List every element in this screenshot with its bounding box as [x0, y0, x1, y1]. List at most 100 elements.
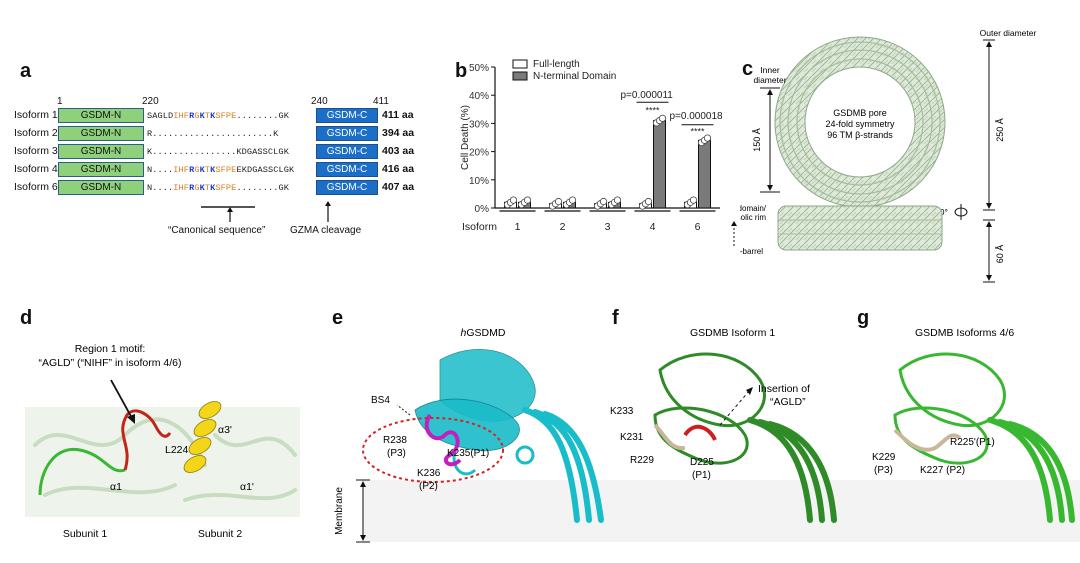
y-tick-label: 20%: [469, 148, 489, 159]
membrane-band: [362, 480, 1080, 542]
k236-p2: (P2): [419, 481, 438, 492]
sequence: N....IHFRGKTKSFPE........GK: [147, 183, 290, 193]
replicate-point: [599, 197, 608, 206]
gsdm-n-bar: GSDM-N: [58, 144, 144, 159]
legend-swatch: [512, 71, 528, 81]
panel-e: hGSDMD BS4 R238 (P3) K235(P1) K236 (P2): [362, 327, 604, 523]
y-tick-label: 10%: [469, 176, 489, 187]
panel-g: GSDMB Isoforms 4/6 R225'(P1) K229 (P3) K…: [872, 327, 1075, 523]
sequence: SAGLDIHFRGKTKSFPE........GK: [147, 111, 290, 121]
insertion-label-2: “AGLD”: [770, 396, 806, 408]
ruler-411: 411: [373, 96, 389, 107]
legend-label: Full-length: [533, 59, 580, 70]
replicate-point: [523, 196, 532, 204]
legend-swatch: [512, 59, 528, 69]
hgsdmd-title: hGSDMD: [461, 327, 506, 339]
pore-side-view: [777, 205, 943, 251]
sequence: N....IHFRGKTKSFPEEKDGASSCLGK: [147, 165, 295, 175]
r229-label: R229: [630, 455, 654, 466]
alpha1-label: α1: [110, 481, 122, 493]
ruler-1: 1: [57, 96, 63, 107]
k235-label: K235(P1): [447, 448, 489, 459]
x-tick-label: 2: [560, 221, 566, 233]
globular-arrow: [731, 221, 737, 246]
panel-label-b: b: [455, 60, 468, 82]
membrane-scale: Membrane: [334, 479, 370, 543]
bs4-region: [424, 413, 462, 467]
panel-label-g: g: [857, 307, 870, 329]
replicate-point: [689, 196, 698, 204]
k231-label: K231: [620, 432, 644, 443]
panel-f: GSDMB Isoform 1 Insertion of “AGLD” K233…: [610, 327, 837, 523]
agld-motif: [121, 409, 172, 471]
l224-label: L224: [165, 444, 189, 456]
panel-label-a: a: [20, 60, 32, 82]
isoform-label: Isoform 3: [14, 145, 58, 157]
ruler-220: 220: [142, 96, 159, 107]
subunit-1-label: Subunit 1: [63, 528, 108, 540]
pore-symmetry: 24-fold symmetry: [825, 119, 895, 129]
panel-label-f: f: [612, 307, 619, 329]
isoform1-title: GSDMB Isoform 1: [690, 327, 775, 339]
r238-p3: (P3): [387, 448, 406, 459]
d225-p1: (P1): [692, 470, 711, 481]
aa-length: 416 aa: [382, 163, 415, 175]
gsdm-c-bar: GSDM-C: [316, 180, 378, 195]
x-tick-label: 4: [650, 221, 656, 233]
alpha3-helix: [183, 401, 222, 473]
replicate-point: [613, 196, 622, 204]
x-tick-label: 1: [515, 221, 521, 233]
pore-strands: 96 TM β-strands: [827, 130, 893, 140]
x-tick-label: 6: [695, 221, 701, 233]
k236-label: K236: [417, 468, 441, 479]
alpha1p-label: α1': [240, 481, 254, 493]
outer-diameter-label: Outer diameter: [980, 28, 1037, 38]
y-tick-label: 0%: [475, 204, 490, 215]
x-tick-label: 3: [605, 221, 611, 233]
inner-diameter-2: diameter: [753, 75, 786, 85]
gsdm-n-bar: GSDM-N: [58, 108, 144, 123]
replicate-point: [568, 196, 577, 204]
panel-d: Region 1 motif: “AGLD” (“NIHF” in isofor…: [25, 343, 300, 540]
panel-label-d: d: [20, 307, 33, 329]
aa-length: 411 aa: [382, 109, 414, 121]
motif-detail: “AGLD” (“NIHF” in isoform 4/6): [39, 357, 182, 369]
replicate-point: [554, 197, 563, 206]
r225-label: R225'(P1): [950, 437, 995, 448]
d150-label: 150 Å: [752, 128, 762, 152]
inner-diameter-1: Inner: [760, 65, 780, 75]
barrel-label: β-barrel: [740, 247, 763, 256]
legend-label: N-terminal Domain: [533, 71, 616, 82]
agld-insert: [683, 424, 717, 441]
motif-title: Region 1 motif:: [75, 343, 146, 355]
p-value-label: p=0.000011: [621, 90, 674, 101]
isoform-label: Isoform 1: [14, 109, 58, 121]
bs4-label: BS4: [371, 395, 390, 406]
isoform1-structure: [653, 352, 766, 465]
replicate-point: [703, 134, 712, 142]
canonical-label: “Canonical sequence”: [168, 225, 266, 236]
stars-label: ****: [690, 127, 705, 137]
alpha3-label: α3': [218, 424, 232, 436]
isoform-label: Isoform 4: [14, 163, 58, 175]
isoform-label: Isoform 6: [14, 181, 58, 193]
y-tick-label: 50%: [469, 63, 489, 74]
aa-length: 394 aa: [382, 127, 415, 139]
y-tick-label: 30%: [469, 119, 489, 130]
k229-label: K229: [872, 452, 896, 463]
gsdm-n-bar: GSDM-N: [58, 162, 144, 177]
globular-1: Globular domain/: [740, 204, 767, 213]
replicate-point: [658, 114, 667, 122]
replicate-point: [644, 197, 653, 206]
gsdm-c-bar: GSDM-C: [316, 144, 378, 159]
x-axis-label: Isoform: [462, 221, 497, 233]
r238-label: R238: [383, 435, 407, 446]
panel-c: GSDMB pore 24-fold symmetry 96 TM β-stra…: [740, 28, 1037, 283]
k227-label: K227 (P2): [920, 465, 965, 476]
gzma-label: GZMA cleavage: [290, 225, 362, 236]
gsdm-c-bar: GSDM-C: [316, 126, 378, 141]
hgsdmd-beta-strands: [522, 407, 604, 523]
panel-b-chart: 0% 10% 20% 30% 40% 50% Cell Death (%) Isoform 1 2…: [460, 59, 723, 233]
isoform46-title: GSDMB Isoforms 4/6: [915, 327, 1014, 339]
sequence: K................KDGASSCLGK: [147, 147, 289, 157]
